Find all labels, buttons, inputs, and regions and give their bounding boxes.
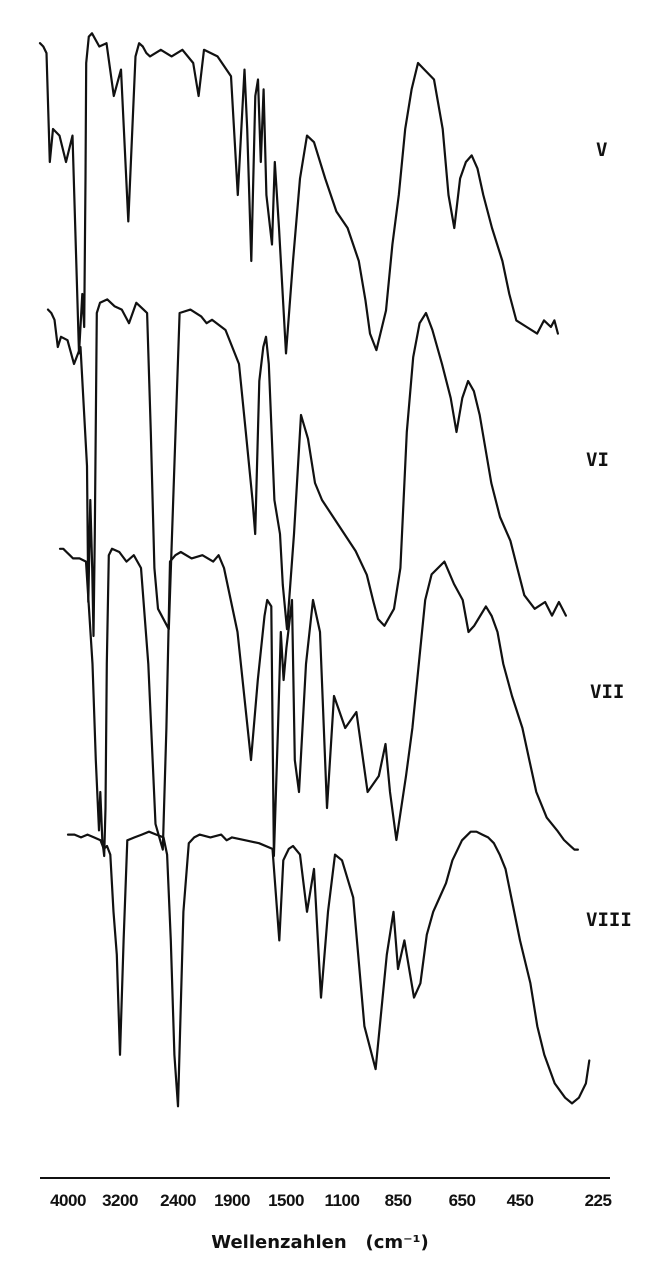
x-tick-label-4000: 4000 <box>50 1191 86 1210</box>
x-tick-label-1900: 1900 <box>214 1191 250 1210</box>
x-tick-label-650: 650 <box>449 1191 476 1210</box>
x-tick-label-850: 850 <box>385 1191 412 1210</box>
spectrum-line-v <box>38 32 559 355</box>
x-axis-title: Wellenzahlen (cm⁻¹) <box>211 1232 428 1253</box>
spectrum-line-viii <box>66 830 591 1108</box>
series-labels: V VI VII VIII <box>586 139 632 931</box>
series-label-v: V <box>596 139 607 161</box>
x-axis-tick-labels: 4000 3200 2400 1900 1500 1100 850 650 450 225 <box>50 1191 612 1210</box>
series-label-vi: VI <box>586 449 609 471</box>
spectra-curves <box>38 32 591 1108</box>
series-label-viii: VIII <box>586 909 632 931</box>
spectrum-line-vi <box>46 298 567 638</box>
x-tick-label-3200: 3200 <box>102 1191 138 1210</box>
x-tick-label-1100: 1100 <box>325 1191 360 1210</box>
x-tick-label-225: 225 <box>585 1191 612 1210</box>
x-tick-label-450: 450 <box>507 1191 534 1210</box>
x-tick-label-1500: 1500 <box>268 1191 304 1210</box>
x-tick-label-2400: 2400 <box>160 1191 196 1210</box>
spectrum-line-vii <box>58 547 579 858</box>
series-label-vii: VII <box>590 681 624 703</box>
